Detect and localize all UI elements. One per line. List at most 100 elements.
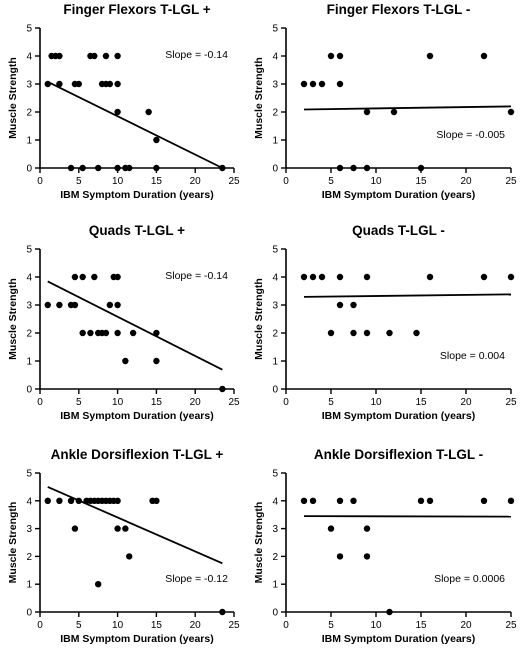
x-tick-label: 5 <box>76 620 82 631</box>
data-point <box>327 52 335 60</box>
data-point <box>114 108 121 116</box>
regression-line <box>47 80 223 169</box>
regression-line <box>303 515 512 518</box>
slope-annotation: Slope = 0.0006 <box>434 573 505 585</box>
y-tick-label: 5 <box>26 245 32 256</box>
data-point <box>309 273 317 281</box>
y-tick-label: 2 <box>26 108 32 119</box>
x-axis-label: IBM Symptom Duration (years) <box>60 633 213 645</box>
data-point <box>336 553 344 560</box>
data-point <box>114 497 121 504</box>
data-point <box>102 52 110 60</box>
data-point <box>386 608 393 616</box>
x-tick-label: 10 <box>112 397 124 408</box>
data-point <box>363 273 371 281</box>
data-point <box>350 329 357 337</box>
data-point <box>350 301 357 309</box>
data-point <box>114 52 121 60</box>
regression-line <box>47 280 223 371</box>
chart-title: Ankle Dorsiflexion T-LGL + <box>51 447 224 462</box>
chart-panel-1: Finger Flexors T-LGL + 0 1 2 3 4 5 0 5 10 15 20 25 IB… <box>7 2 240 201</box>
chart-panel-5: Ankle Dorsiflexion T-LGL + 0 1 2 3 4 5 0 5 10 15 20… <box>7 447 240 645</box>
data-point <box>363 329 371 337</box>
data-point <box>145 108 152 116</box>
y-axis-label: Muscle Strength <box>7 278 19 360</box>
x-tick-label: 20 <box>460 397 472 408</box>
data-point <box>417 497 425 504</box>
x-tick-label: 20 <box>190 397 202 408</box>
data-point <box>67 164 75 172</box>
x-tick-label: 25 <box>505 397 517 408</box>
y-tick-label: 1 <box>272 136 278 147</box>
x-tick-label: 20 <box>190 620 202 631</box>
data-point <box>75 497 83 504</box>
data-point <box>71 273 79 281</box>
data-point <box>114 273 121 281</box>
x-tick-label: 20 <box>460 176 472 187</box>
y-tick-label: 5 <box>26 24 32 35</box>
slope-annotation: Slope = -0.005 <box>436 129 505 141</box>
data-point <box>106 301 114 309</box>
y-tick-label: 3 <box>272 80 278 91</box>
y-tick-label: 1 <box>26 357 32 368</box>
x-tick-label: 25 <box>228 397 240 408</box>
y-tick-label: 2 <box>272 552 278 563</box>
data-point <box>122 525 129 532</box>
data-point <box>56 301 63 309</box>
data-point <box>102 329 110 337</box>
y-tick-label: 0 <box>272 608 278 619</box>
data-point <box>67 497 75 504</box>
x-tick-label: 5 <box>328 397 334 408</box>
x-tick-label: 10 <box>370 397 382 408</box>
x-tick-label: 20 <box>460 620 472 631</box>
data-point <box>44 301 51 309</box>
y-tick-label: 0 <box>26 164 32 175</box>
data-point <box>318 80 326 88</box>
y-tick-label: 0 <box>26 385 32 396</box>
data-point <box>219 164 226 172</box>
x-tick-label: 25 <box>505 620 517 631</box>
data-point <box>114 525 121 532</box>
data-point <box>350 497 357 504</box>
data-point <box>114 80 121 88</box>
y-tick-label: 5 <box>26 469 32 480</box>
y-axis-label: Muscle Strength <box>7 502 19 584</box>
x-tick-label: 5 <box>76 176 82 187</box>
x-tick-label: 10 <box>370 620 382 631</box>
data-point <box>106 80 114 88</box>
data-point <box>126 164 133 172</box>
x-tick-label: 0 <box>37 620 43 631</box>
data-point <box>153 136 160 144</box>
chart-panel-2: Finger Flexors T-LGL - 0 1 2 3 4 5 0 5 10 15 20 25 IB… <box>253 2 517 201</box>
y-tick-label: 3 <box>272 301 278 312</box>
data-point <box>300 273 308 281</box>
y-axis-label: Muscle Strength <box>253 278 265 360</box>
data-point <box>95 581 102 588</box>
data-point <box>336 301 344 309</box>
slope-annotation: Slope = -0.14 <box>165 49 228 61</box>
data-point <box>79 164 86 172</box>
y-tick-label: 5 <box>272 24 278 35</box>
y-tick-label: 4 <box>26 273 32 284</box>
x-tick-label: 15 <box>151 176 163 187</box>
data-point <box>300 497 308 504</box>
x-tick-label: 5 <box>328 176 334 187</box>
data-point <box>336 80 344 88</box>
chart-title: Ankle Dorsiflexion T-LGL - <box>314 447 483 462</box>
data-point <box>318 273 326 281</box>
data-point <box>87 329 94 337</box>
data-point <box>336 52 344 60</box>
data-point <box>417 164 425 172</box>
data-point <box>114 301 121 309</box>
x-tick-label: 25 <box>228 176 240 187</box>
x-axis-label: IBM Symptom Duration (years) <box>322 410 475 422</box>
chart-title: Finger Flexors T-LGL + <box>63 2 210 17</box>
y-axis-label: Muscle Strength <box>253 502 265 584</box>
data-point <box>426 497 434 504</box>
slope-annotation: Slope = 0.004 <box>440 350 505 362</box>
data-point <box>480 497 488 504</box>
y-tick-label: 4 <box>26 496 32 507</box>
y-tick-label: 4 <box>26 52 32 63</box>
data-point <box>71 525 79 532</box>
data-point <box>426 52 434 60</box>
